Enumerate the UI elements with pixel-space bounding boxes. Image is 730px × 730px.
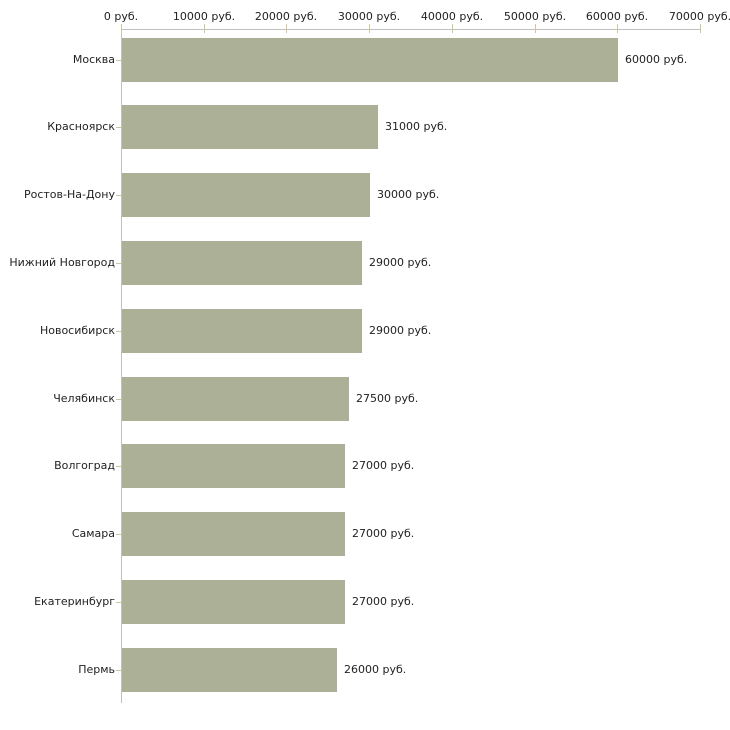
category-tick xyxy=(116,195,121,196)
value-label: 29000 руб. xyxy=(369,324,432,337)
category-tick xyxy=(116,127,121,128)
category-label: Красноярск xyxy=(47,120,115,133)
bar xyxy=(122,309,362,353)
x-tick xyxy=(121,24,122,33)
x-tick xyxy=(369,24,370,33)
x-tick-label: 40000 руб. xyxy=(420,10,484,23)
category-label: Челябинск xyxy=(53,392,115,405)
bar xyxy=(122,377,349,421)
x-axis-line xyxy=(121,29,701,30)
value-label: 30000 руб. xyxy=(377,188,440,201)
value-label: 26000 руб. xyxy=(344,663,407,676)
category-tick xyxy=(116,534,121,535)
category-tick xyxy=(116,263,121,264)
value-label: 29000 руб. xyxy=(369,256,432,269)
x-tick-label: 0 руб. xyxy=(103,10,139,23)
value-label: 27000 руб. xyxy=(352,459,415,472)
value-label: 27000 руб. xyxy=(352,595,415,608)
x-tick xyxy=(617,24,618,33)
bar xyxy=(122,105,378,149)
bar xyxy=(122,38,618,82)
category-tick xyxy=(116,466,121,467)
category-tick xyxy=(116,670,121,671)
x-tick xyxy=(204,24,205,33)
category-label: Самара xyxy=(71,527,115,540)
x-tick-label: 10000 руб. xyxy=(172,10,236,23)
bar xyxy=(122,648,337,692)
category-tick xyxy=(116,331,121,332)
category-label: Москва xyxy=(72,53,115,66)
x-tick-label: 30000 руб. xyxy=(337,10,401,23)
x-tick xyxy=(286,24,287,33)
y-axis-line xyxy=(121,29,122,703)
value-label: 31000 руб. xyxy=(385,120,448,133)
x-tick-label: 20000 руб. xyxy=(254,10,318,23)
x-tick xyxy=(700,24,701,33)
bar xyxy=(122,173,370,217)
category-tick xyxy=(116,602,121,603)
bar xyxy=(122,580,345,624)
x-tick-label: 60000 руб. xyxy=(585,10,649,23)
bar xyxy=(122,512,345,556)
x-tick-label: 50000 руб. xyxy=(503,10,567,23)
category-label: Новосибирск xyxy=(39,324,115,337)
value-label: 60000 руб. xyxy=(625,53,688,66)
category-label: Ростов-На-Дону xyxy=(23,188,115,201)
category-label: Екатеринбург xyxy=(34,595,115,608)
category-label: Нижний Новгород xyxy=(9,256,115,269)
bar xyxy=(122,241,362,285)
value-label: 27500 руб. xyxy=(356,392,419,405)
category-label: Пермь xyxy=(78,663,115,676)
x-tick xyxy=(535,24,536,33)
category-tick xyxy=(116,60,121,61)
x-tick xyxy=(452,24,453,33)
category-label: Волгоград xyxy=(54,459,115,472)
x-tick-label: 70000 руб. xyxy=(668,10,730,23)
bar xyxy=(122,444,345,488)
value-label: 27000 руб. xyxy=(352,527,415,540)
category-tick xyxy=(116,399,121,400)
